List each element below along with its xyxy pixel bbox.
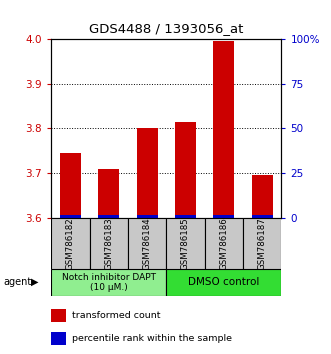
Bar [175,215,196,218]
Bar [137,215,158,218]
Bar [166,218,205,269]
Bar [51,218,90,269]
Text: transformed count: transformed count [71,311,160,320]
Bar [243,218,281,269]
Text: GSM786185: GSM786185 [181,217,190,270]
Text: ▶: ▶ [31,277,39,287]
Text: DMSO control: DMSO control [188,277,260,287]
Bar [175,122,196,218]
Bar [60,215,81,218]
Text: agent: agent [3,277,31,287]
Bar [213,215,234,218]
Bar [90,218,128,269]
Bar [252,215,273,218]
Bar [166,269,281,296]
Text: GSM786184: GSM786184 [143,217,152,270]
Bar [98,215,119,218]
Text: GSM786186: GSM786186 [219,217,228,270]
Bar [60,153,81,218]
Text: percentile rank within the sample: percentile rank within the sample [71,334,232,343]
Bar [51,269,166,296]
Text: Notch inhibitor DAPT
(10 μM.): Notch inhibitor DAPT (10 μM.) [62,273,156,292]
Bar [98,169,119,218]
Bar [128,218,166,269]
Text: GSM786183: GSM786183 [104,217,113,270]
Text: GSM786182: GSM786182 [66,217,75,270]
Bar [51,332,66,345]
Title: GDS4488 / 1393056_at: GDS4488 / 1393056_at [89,22,244,35]
Bar [137,129,158,218]
Bar [205,218,243,269]
Bar [213,41,234,218]
Bar [51,309,66,322]
Bar [252,175,273,218]
Text: GSM786187: GSM786187 [258,217,267,270]
